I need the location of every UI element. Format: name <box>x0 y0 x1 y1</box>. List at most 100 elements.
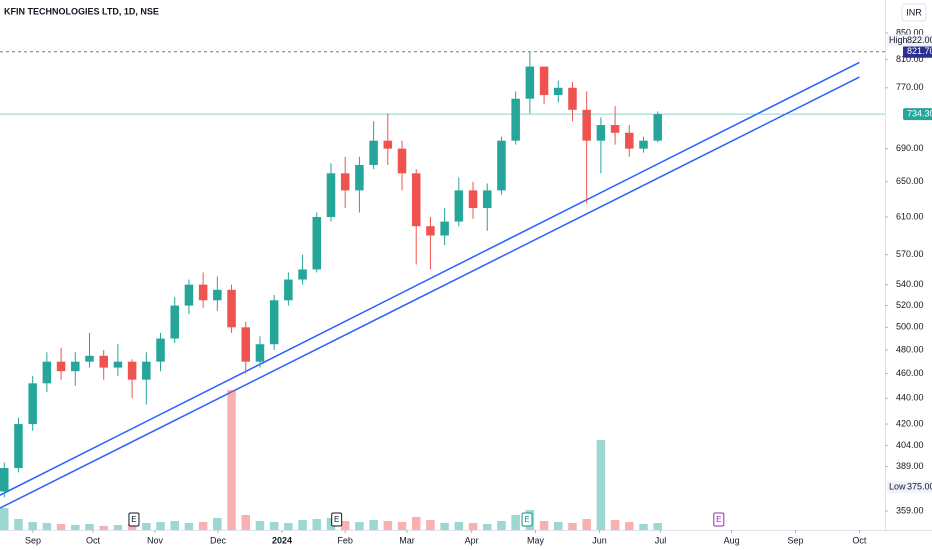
candle <box>525 51 535 114</box>
candle-body <box>440 221 449 236</box>
currency[interactable]: INR <box>906 7 922 17</box>
y-tick-label: 404.00 <box>896 440 924 450</box>
volume-bar <box>127 524 137 530</box>
volume-bar <box>468 523 478 530</box>
price-label: 734.30 <box>907 108 932 118</box>
candle-body <box>610 125 620 133</box>
candle-body <box>383 140 393 149</box>
candle <box>497 136 506 195</box>
candle-body <box>142 361 151 380</box>
candle <box>184 279 194 315</box>
y-tick-label: 610.00 <box>896 211 924 221</box>
candle-body <box>326 173 336 218</box>
candle <box>596 117 606 174</box>
x-tick-label: Oct <box>86 535 101 545</box>
candle <box>539 66 549 104</box>
y-tick-label: 810.00 <box>896 54 924 64</box>
volume-bar <box>298 520 307 530</box>
volume-bar <box>56 524 66 530</box>
x-tick-label: Apr <box>465 535 479 545</box>
x-tick-label: Dec <box>210 535 227 545</box>
volume-bar <box>142 523 151 530</box>
candle-body <box>0 468 9 492</box>
volume-bar <box>568 523 577 530</box>
volume-bar <box>85 524 94 530</box>
candle <box>511 91 520 145</box>
volume-bar <box>170 521 179 530</box>
candle <box>56 347 66 380</box>
volume-bar <box>312 519 322 530</box>
candle-body <box>653 114 662 141</box>
y-tick-label: 420.00 <box>896 418 924 428</box>
currency-box[interactable] <box>901 3 927 22</box>
candle-body <box>241 327 251 362</box>
candle-body <box>170 305 179 339</box>
y-tick-label: 460.00 <box>896 368 924 378</box>
candle-body <box>397 148 407 174</box>
trendline <box>0 61 860 496</box>
volume-bar <box>113 525 123 530</box>
volume-bar <box>511 515 520 530</box>
volume-bar <box>653 523 662 530</box>
candle <box>241 321 251 374</box>
volume-bar <box>184 523 194 530</box>
candle-body <box>426 226 435 236</box>
candle <box>625 125 634 157</box>
candle <box>127 359 137 399</box>
candle <box>554 80 563 103</box>
candle <box>610 106 620 145</box>
volume-bar <box>284 523 293 530</box>
x-tick-label: Nov <box>147 535 164 545</box>
y-tick-label: 520.00 <box>896 300 924 310</box>
candle-body <box>511 98 520 141</box>
candle-body <box>198 284 208 301</box>
y-tick-label: 480.00 <box>896 344 924 354</box>
candle-body <box>127 361 137 380</box>
y-tick-label: 690.00 <box>896 143 924 153</box>
volume-bar <box>596 440 606 530</box>
candle-body <box>284 279 293 301</box>
candle-body <box>71 361 80 372</box>
x-tick-label: 2024 <box>272 535 292 545</box>
candle-body <box>56 361 66 372</box>
y-tick-label: 770.00 <box>896 82 924 92</box>
earnings-label: E <box>524 515 529 524</box>
volume-bar <box>71 525 80 530</box>
candle <box>0 462 9 498</box>
candle-body <box>28 383 37 425</box>
candle-body <box>497 140 506 191</box>
candle-body <box>213 289 222 301</box>
candle-body <box>482 190 492 208</box>
marker-price: 822.00 <box>907 35 932 45</box>
marker-box <box>887 480 932 493</box>
candle <box>142 352 151 405</box>
volume-bar <box>326 518 336 530</box>
candle-body <box>411 173 421 227</box>
volume-bar <box>639 524 648 530</box>
volume-bar <box>426 520 435 530</box>
candle <box>369 121 378 170</box>
volume-bar <box>383 521 393 530</box>
volume-bar <box>582 519 591 530</box>
candle <box>28 376 37 431</box>
candle-body <box>525 66 535 99</box>
volume-bar <box>539 521 549 530</box>
volume-bar <box>440 523 449 530</box>
candle <box>156 332 165 372</box>
candle <box>454 177 464 227</box>
trendline <box>0 76 860 509</box>
volume-bar <box>454 522 464 530</box>
earnings-label: E <box>334 515 339 524</box>
volume-bar <box>213 518 222 530</box>
candle <box>312 212 322 273</box>
candle-body <box>312 217 322 270</box>
candle-body <box>568 87 577 110</box>
candle <box>568 82 577 122</box>
volume-bar <box>269 522 279 530</box>
x-tick-label: Jul <box>655 535 667 545</box>
volume-bar <box>156 522 165 530</box>
candle <box>468 181 478 219</box>
marker-price: 375.00 <box>907 481 932 491</box>
volume-bar <box>554 522 563 530</box>
